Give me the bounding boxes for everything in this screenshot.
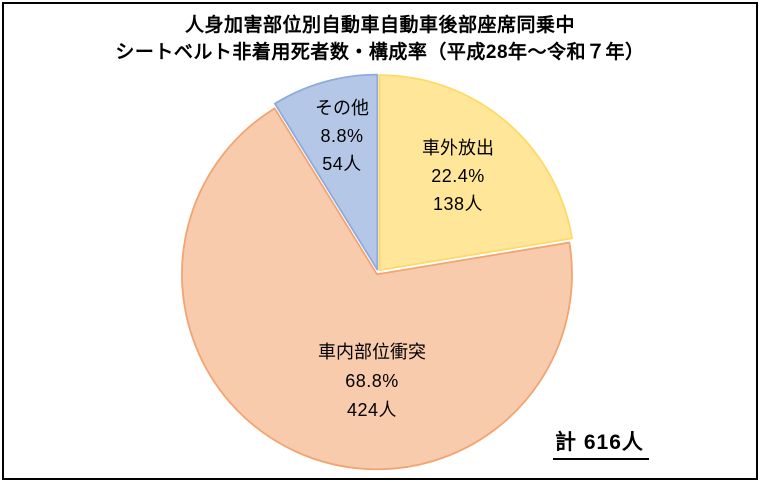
slice-label-other: その他 8.8% 54人	[315, 94, 369, 178]
slice-count: 424人	[346, 400, 398, 420]
slice-count: 138人	[432, 194, 484, 214]
slice-percent: 68.8%	[345, 371, 399, 391]
pie-slice-interior-collision	[181, 107, 573, 471]
total-label: 計 616人	[553, 426, 649, 460]
pie-slice-ejection	[378, 74, 573, 271]
slice-label-interior-collision: 車内部位衝突 68.8% 424人	[318, 338, 426, 425]
slice-count: 54人	[322, 154, 362, 174]
pie-slice-other	[274, 73, 379, 271]
slice-name: その他	[315, 98, 369, 118]
chart-title: 人身加害部位別自動車自動車後部座席同乗中 シートベルト非着用死者数・構成率（平成…	[0, 12, 760, 66]
slice-name: 車内部位衝突	[318, 342, 426, 362]
chart-title-line2: シートベルト非着用死者数・構成率（平成28年～令和７年）	[115, 42, 645, 63]
slice-label-ejection: 車外放出 22.4% 138人	[422, 134, 494, 218]
slice-percent: 8.8%	[320, 126, 364, 146]
slice-name: 車外放出	[422, 138, 494, 158]
slice-percent: 22.4%	[431, 166, 485, 186]
chart-title-line1: 人身加害部位別自動車自動車後部座席同乗中	[184, 15, 575, 36]
